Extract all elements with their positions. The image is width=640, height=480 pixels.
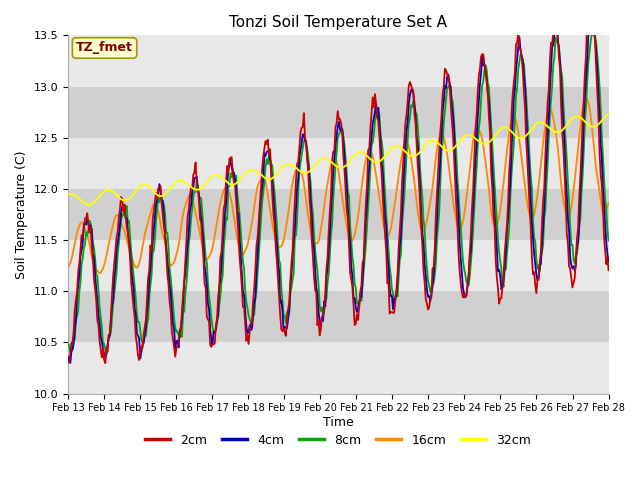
2cm xyxy=(293,161,301,167)
2cm xyxy=(463,293,470,299)
8cm xyxy=(394,293,401,299)
32cm xyxy=(368,157,376,163)
8cm xyxy=(463,278,470,284)
Legend: 2cm, 4cm, 8cm, 16cm, 32cm: 2cm, 4cm, 8cm, 16cm, 32cm xyxy=(140,429,536,452)
16cm xyxy=(463,195,470,201)
16cm xyxy=(96,270,104,276)
8cm xyxy=(605,238,612,243)
8cm xyxy=(293,216,301,222)
Bar xyxy=(68,86,609,138)
16cm xyxy=(293,166,301,172)
Bar xyxy=(68,138,609,189)
16cm xyxy=(64,264,72,270)
32cm xyxy=(64,191,72,197)
4cm xyxy=(556,59,564,65)
Bar xyxy=(68,240,609,291)
4cm xyxy=(67,360,74,366)
4cm xyxy=(234,209,241,215)
8cm xyxy=(64,341,72,347)
16cm xyxy=(556,169,564,175)
16cm xyxy=(368,150,376,156)
Line: 2cm: 2cm xyxy=(68,6,609,363)
Y-axis label: Soil Temperature (C): Soil Temperature (C) xyxy=(15,150,28,279)
16cm xyxy=(582,95,590,101)
4cm xyxy=(293,184,301,190)
Bar xyxy=(68,189,609,240)
16cm xyxy=(234,236,241,242)
8cm xyxy=(234,191,241,196)
32cm xyxy=(605,111,612,117)
4cm xyxy=(605,258,612,264)
4cm xyxy=(588,7,595,12)
2cm xyxy=(556,66,564,72)
4cm xyxy=(463,292,470,298)
X-axis label: Time: Time xyxy=(323,416,354,429)
Bar xyxy=(68,36,609,86)
Line: 32cm: 32cm xyxy=(68,114,609,205)
4cm xyxy=(368,134,376,140)
32cm xyxy=(556,129,564,134)
2cm xyxy=(394,272,401,277)
4cm xyxy=(64,354,72,360)
Text: TZ_fmet: TZ_fmet xyxy=(76,41,133,54)
2cm xyxy=(368,109,376,115)
Bar xyxy=(68,342,609,394)
8cm xyxy=(590,16,598,22)
16cm xyxy=(605,200,612,206)
4cm xyxy=(394,276,401,282)
32cm xyxy=(84,202,92,208)
32cm xyxy=(234,180,241,185)
2cm xyxy=(234,214,241,220)
2cm xyxy=(101,360,109,366)
Line: 4cm: 4cm xyxy=(68,10,609,363)
32cm xyxy=(463,132,470,138)
8cm xyxy=(102,349,110,355)
8cm xyxy=(556,57,564,63)
32cm xyxy=(293,166,301,172)
Title: Tonzi Soil Temperature Set A: Tonzi Soil Temperature Set A xyxy=(229,15,447,30)
8cm xyxy=(368,142,376,148)
Bar xyxy=(68,291,609,342)
32cm xyxy=(394,144,401,149)
Line: 16cm: 16cm xyxy=(68,98,609,273)
2cm xyxy=(587,3,595,9)
2cm xyxy=(605,267,612,273)
16cm xyxy=(394,181,401,187)
2cm xyxy=(64,358,72,363)
Line: 8cm: 8cm xyxy=(68,19,609,352)
